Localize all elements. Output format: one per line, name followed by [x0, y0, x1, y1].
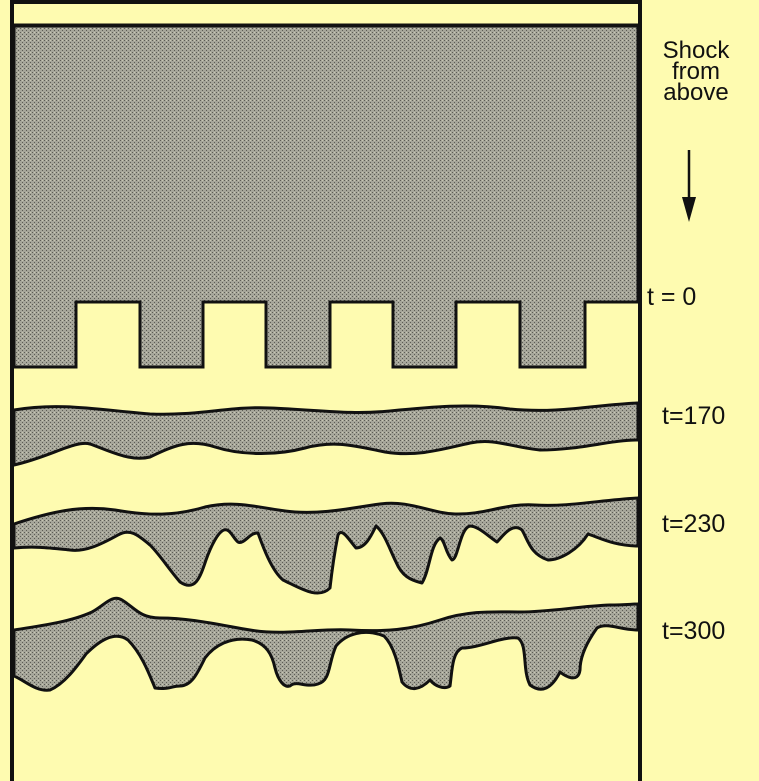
interface-t300	[12, 596, 640, 692]
shock-label-line1: Shock	[662, 37, 730, 64]
time-label-t0: t = 0	[647, 283, 697, 311]
shock-label-line3: above	[663, 79, 729, 106]
container-frame	[10, 0, 642, 781]
interface-t230	[12, 496, 640, 595]
interface-t0	[12, 24, 640, 369]
shock-label-line2: from	[672, 58, 720, 85]
shock-arrow-head	[682, 197, 696, 222]
interface-t170	[12, 401, 640, 467]
time-label-t170: t=170	[662, 402, 726, 430]
time-label-t300: t=300	[662, 617, 726, 645]
time-label-t230: t=230	[662, 510, 726, 538]
shock-direction-label: Shock from above	[642, 37, 750, 106]
